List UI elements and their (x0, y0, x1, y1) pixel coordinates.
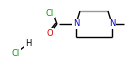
Text: O: O (47, 29, 53, 37)
Text: N: N (109, 19, 115, 29)
Text: N: N (73, 19, 79, 29)
Text: H: H (25, 39, 31, 49)
Text: Cl: Cl (12, 49, 20, 57)
Text: Cl: Cl (46, 9, 54, 17)
